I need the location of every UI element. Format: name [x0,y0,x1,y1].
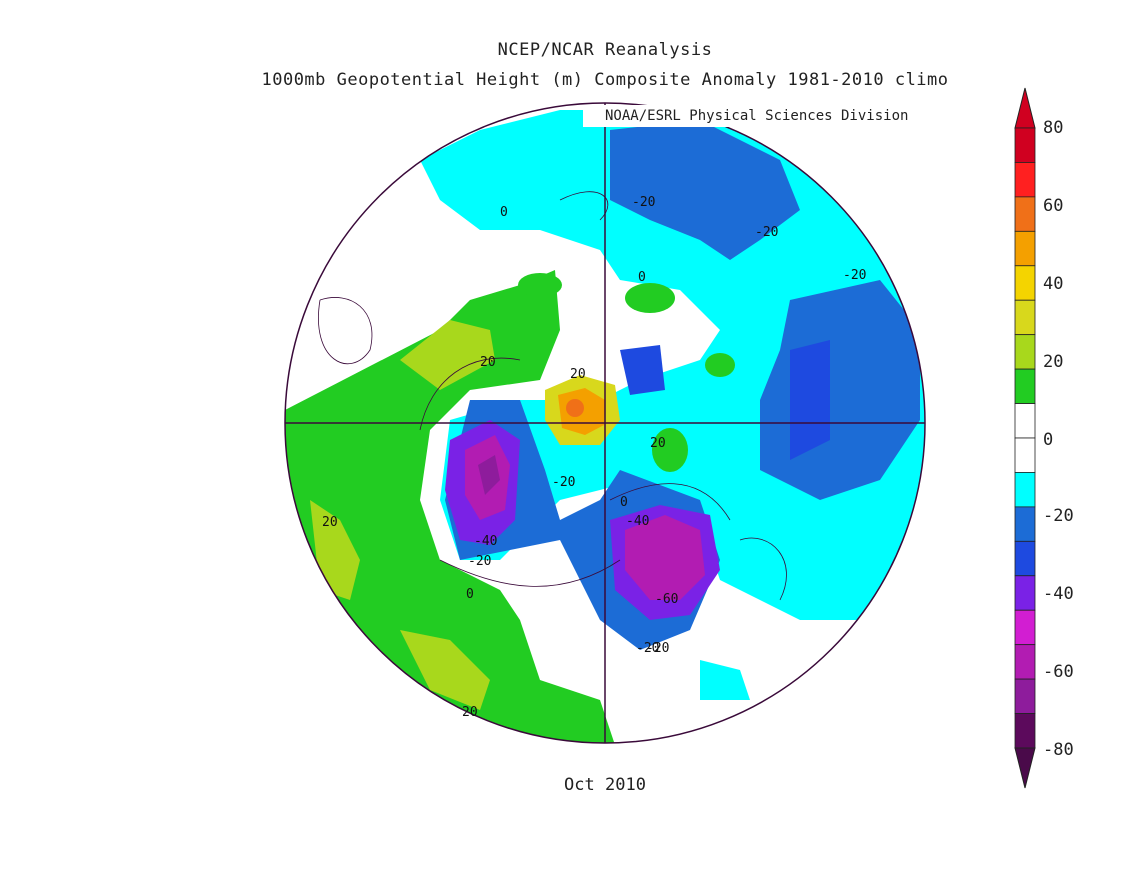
chart-subtitle: 1000mb Geopotential Height (m) Composite… [261,70,949,90]
colorbar-swatch [1014,575,1036,611]
contour-label: -20 [468,554,491,569]
chart-title: NCEP/NCAR Reanalysis [497,40,713,60]
blue-region-east-core [790,340,830,460]
colorbar-label: -60 [1043,662,1074,682]
colorbar-swatch [1014,334,1036,370]
colorbar-label: -20 [1043,506,1074,526]
colorbar-swatch [1014,127,1036,163]
blue-region-ne [610,120,800,260]
map-boundary [284,102,926,744]
colorbar-swatch [1014,265,1036,301]
contour-label: -20 [632,195,655,210]
green-spot-d [518,273,562,297]
contour-label: -40 [626,514,649,529]
colorbar-swatch [1014,299,1036,336]
contour-label: 0 [638,270,646,285]
colorbar-swatch [1014,162,1036,198]
green-spot-c [652,428,688,472]
green-spot-b [705,353,735,377]
cyan-region-se [700,660,750,700]
contour-label: -20 [755,225,778,240]
colorbar-swatch [1014,403,1036,439]
colorbar-swatch [1014,644,1036,680]
contour-label: 20 [570,367,586,382]
contour-label: 20 [480,355,496,370]
colorbar-swatch [1014,609,1036,646]
contour-label-group: 0 -20 -20 -20 0 20 20 -20 0 -40 -20 -40 … [322,195,866,720]
contour-label: -60 [655,592,678,607]
contour-label: 0 [500,205,508,220]
colorbar-bottom-arrow [1014,747,1036,789]
colorbar-label: -40 [1043,584,1074,604]
contour-label: 0 [466,587,474,602]
colorbar-swatch [1014,540,1036,577]
colorbar-label: 80 [1043,118,1064,138]
contour-label: -20 [843,268,866,283]
low-east-core [625,515,705,600]
colorbar-swatch [1014,678,1036,714]
colorbar-label: 0 [1043,430,1054,450]
contour-lines [318,191,787,601]
colorbar-swatch [1014,230,1036,267]
low-west-center [478,455,500,495]
colorbar-label: 40 [1043,274,1064,294]
colorbar-label: -80 [1043,740,1074,760]
colorbar-swatch [1014,368,1036,404]
yellow-region-s [400,630,490,710]
anomaly-field [285,103,925,743]
contour-label: 20 [650,436,666,451]
blue-region-small [620,345,665,395]
green-spot-a [625,283,675,313]
high-center-peak [566,399,584,417]
contour-label: -20 [636,641,659,656]
colorbar-swatch [1014,437,1036,473]
date-label: Oct 2010 [564,775,646,795]
contour-label: 20 [322,515,338,530]
colorbar-swatch [1014,472,1036,508]
contour-label: -40 [474,534,497,549]
colorbar-swatch [1014,713,1036,749]
contour-label: -20 [646,641,669,656]
yellow-region-nw [400,320,495,390]
contour-label: 20 [462,705,478,720]
colorbar-label: 20 [1043,352,1064,372]
contour-label: -20 [552,475,575,490]
colorbar-swatch [1014,196,1036,232]
green-region-west [285,270,620,743]
colorbar-swatch [1014,506,1036,542]
credit-box: NOAA/ESRL Physical Sciences Division [583,105,923,127]
colorbar-top-arrow [1014,87,1036,129]
colorbar [1014,87,1036,789]
contour-label: 0 [620,495,628,510]
colorbar-label: 60 [1043,196,1064,216]
